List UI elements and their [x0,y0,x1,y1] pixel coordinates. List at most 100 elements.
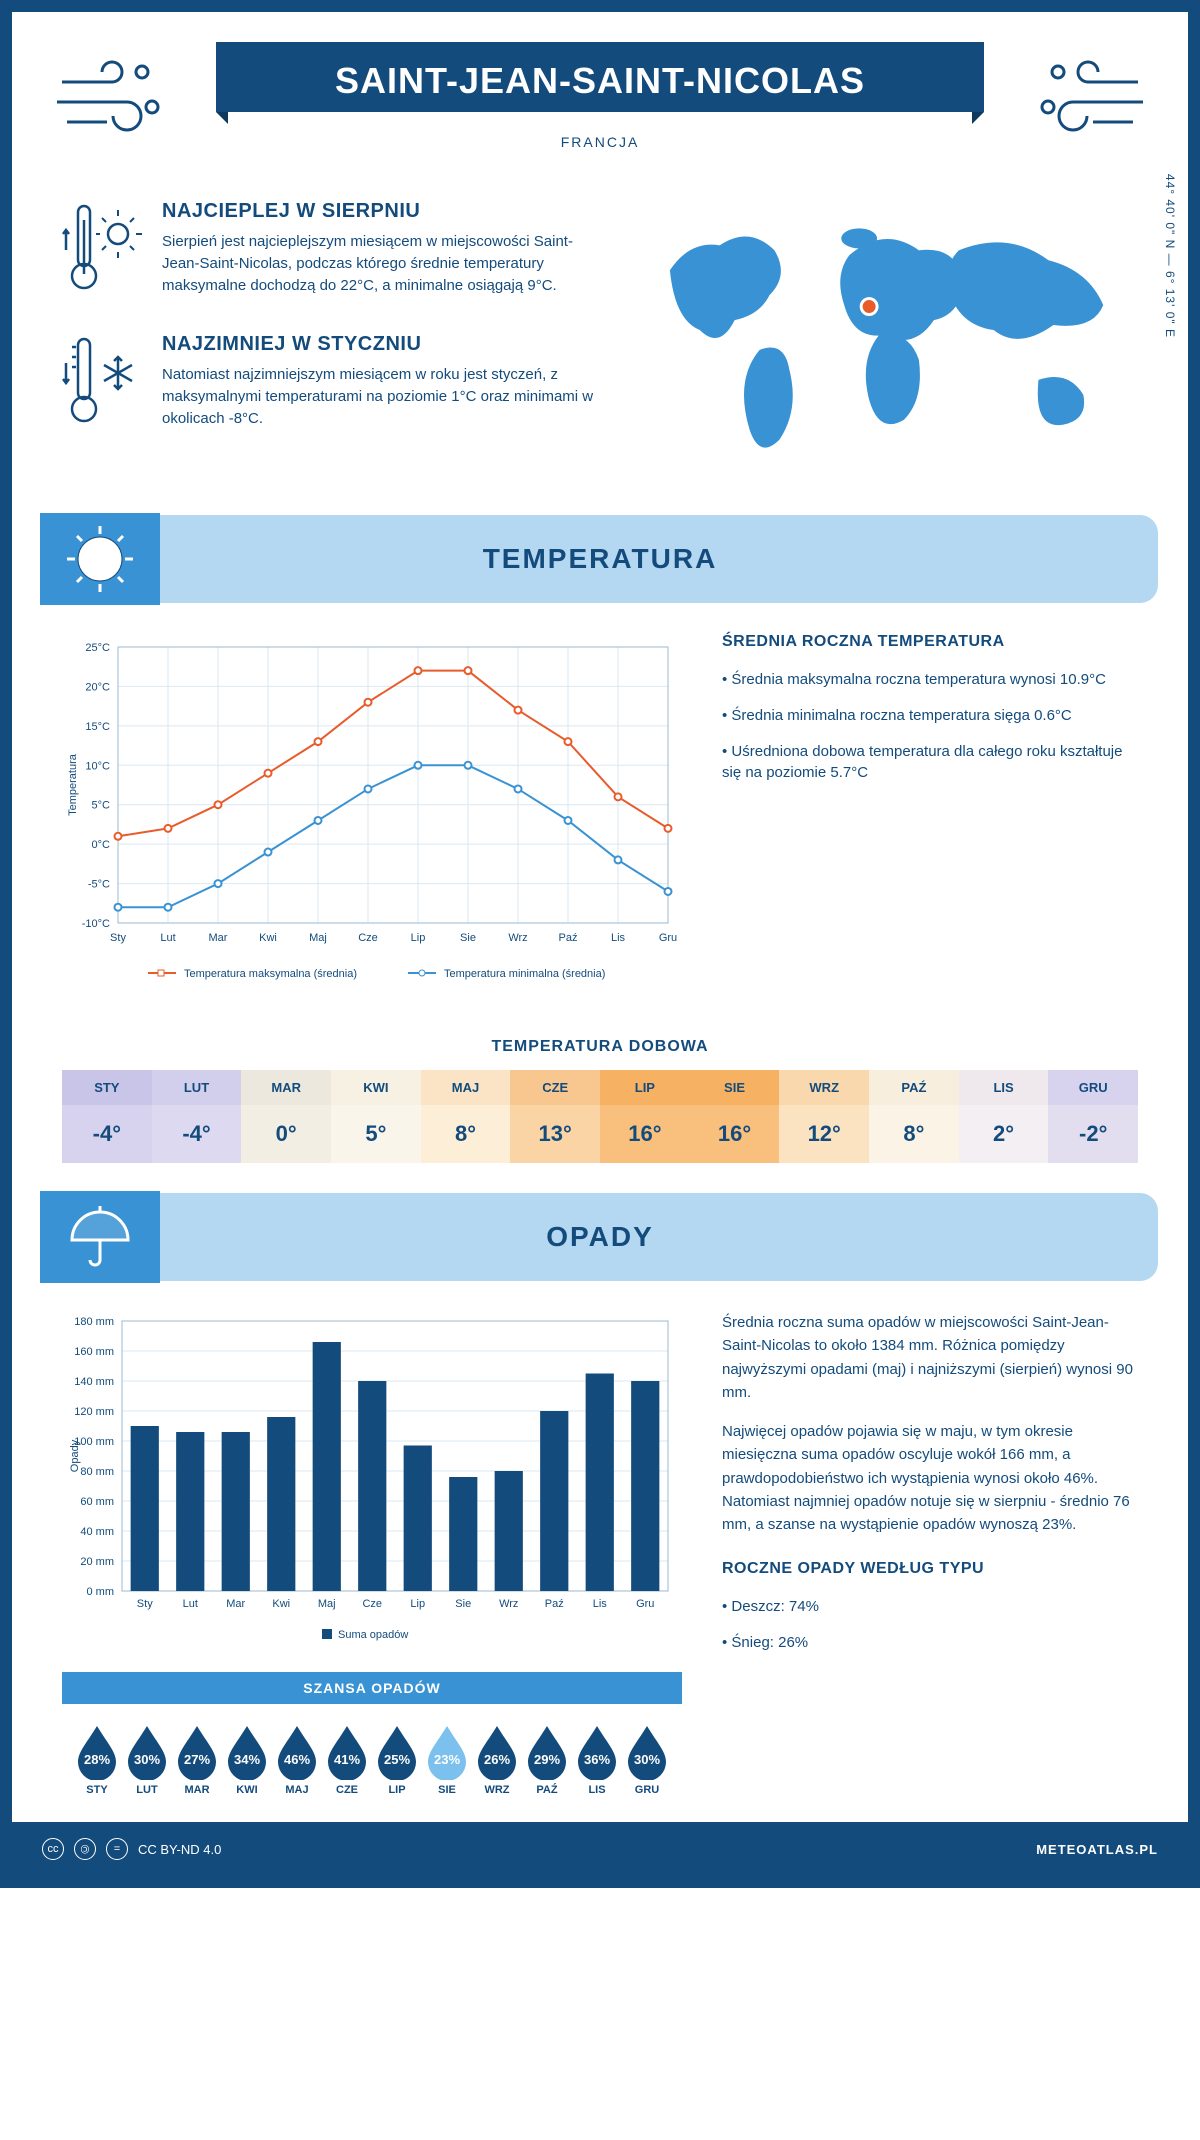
svg-text:41%: 41% [334,1752,360,1767]
svg-text:28%: 28% [84,1752,110,1767]
warmest-text: Sierpień jest najcieplejszym miesiącem w… [162,231,610,296]
svg-text:20 mm: 20 mm [80,1556,114,1568]
precipitation-text: Średnia roczna suma opadów w miejscowośc… [722,1311,1138,1802]
svg-text:26%: 26% [484,1752,510,1767]
svg-text:Lis: Lis [593,1598,608,1610]
header: SAINT-JEAN-SAINT-NICOLAS FRANCJA [12,12,1188,170]
temp-stat-item: Uśredniona dobowa temperatura dla całego… [722,741,1138,785]
precip-chance-drop: 27% MAR [172,1724,222,1796]
svg-text:Gru: Gru [659,932,677,944]
daily-temp-cell: MAR0° [241,1070,331,1163]
daily-temp-cell: WRZ12° [779,1070,869,1163]
precip-paragraph-2: Najwięcej opadów pojawia się w maju, w t… [722,1420,1138,1536]
precip-type-item: Deszcz: 74% [722,1596,1138,1618]
umbrella-icon [40,1191,160,1283]
svg-text:Temperatura: Temperatura [67,753,79,816]
svg-text:Sty: Sty [137,1598,153,1610]
site-name: METEOATLAS.PL [1036,1842,1158,1857]
by-icon: 🄯 [74,1838,96,1860]
precip-chance-drop: 28% STY [72,1724,122,1796]
daily-temp-cell: PAŹ8° [869,1070,959,1163]
wind-icon [1018,52,1148,147]
svg-text:Sty: Sty [110,932,126,944]
precip-type-item: Śnieg: 26% [722,1632,1138,1654]
temperature-title: TEMPERATURA [483,543,718,574]
coldest-title: NAJZIMNIEJ W STYCZNIU [162,333,610,356]
cc-icon: cc [42,1838,64,1860]
precip-chance-drop: 25% LIP [372,1724,422,1796]
svg-text:34%: 34% [234,1752,260,1767]
wind-icon [52,52,182,147]
precipitation-chart-row: 0 mm20 mm40 mm60 mm80 mm100 mm120 mm140 … [12,1281,1188,1822]
svg-text:Lut: Lut [160,932,175,944]
svg-text:-10°C: -10°C [82,918,110,930]
temperature-line-chart: -10°C-5°C0°C5°C10°C15°C20°C25°CStyLutMar… [62,633,682,998]
temp-stat-item: Średnia maksymalna roczna temperatura wy… [722,669,1138,691]
svg-text:40 mm: 40 mm [80,1526,114,1538]
svg-text:Temperatura maksymalna (średni: Temperatura maksymalna (średnia) [184,968,357,980]
precipitation-bar-chart: 0 mm20 mm40 mm60 mm80 mm100 mm120 mm140 … [62,1311,682,1656]
precip-chance-title: SZANSA OPADÓW [62,1672,682,1704]
svg-text:Maj: Maj [318,1598,336,1610]
daily-temp-cell: GRU-2° [1048,1070,1138,1163]
svg-text:-5°C: -5°C [88,879,110,891]
precip-paragraph-1: Średnia roczna suma opadów w miejscowośc… [722,1311,1138,1404]
nd-icon: = [106,1838,128,1860]
svg-text:Lut: Lut [183,1598,198,1610]
precip-chance-drop: 30% LUT [122,1724,172,1796]
svg-text:120 mm: 120 mm [74,1406,114,1418]
daily-temp-cell: CZE13° [510,1070,600,1163]
svg-text:Paź: Paź [559,932,578,944]
precip-chance-drop: 26% WRZ [472,1724,522,1796]
svg-text:Suma opadów: Suma opadów [338,1629,408,1641]
temp-stats-title: ŚREDNIA ROCZNA TEMPERATURA [722,633,1138,651]
svg-text:Gru: Gru [636,1598,654,1610]
svg-text:Temperatura minimalna (średnia: Temperatura minimalna (średnia) [444,968,605,980]
svg-text:Lis: Lis [611,932,626,944]
svg-text:80 mm: 80 mm [80,1466,114,1478]
svg-text:Mar: Mar [226,1598,245,1610]
svg-text:0 mm: 0 mm [87,1586,115,1598]
footer: cc 🄯 = CC BY-ND 4.0 METEOATLAS.PL [12,1822,1188,1876]
svg-text:30%: 30% [134,1752,160,1767]
svg-text:Cze: Cze [358,932,378,944]
svg-text:25°C: 25°C [85,642,110,654]
intro-row: NAJCIEPLEJ W SIERPNIU Sierpień jest najc… [12,170,1188,505]
svg-text:Maj: Maj [309,932,327,944]
page-title: SAINT-JEAN-SAINT-NICOLAS [216,60,983,102]
coldest-block: NAJZIMNIEJ W STYCZNIU Natomiast najzimni… [62,333,610,438]
precipitation-title: OPADY [546,1221,654,1252]
svg-text:160 mm: 160 mm [74,1346,114,1358]
daily-temp-cell: MAJ8° [421,1070,511,1163]
daily-temp-title: TEMPERATURA DOBOWA [12,1038,1188,1056]
svg-text:Kwi: Kwi [259,932,277,944]
license-text: CC BY-ND 4.0 [138,1842,221,1857]
svg-text:Cze: Cze [362,1598,382,1610]
sun-icon [40,513,160,605]
daily-temp-cell: STY-4° [62,1070,152,1163]
temperature-chart-row: -10°C-5°C0°C5°C10°C15°C20°C25°CStyLutMar… [12,603,1188,1018]
thermometer-sun-icon [62,200,142,305]
svg-text:Wrz: Wrz [508,932,527,944]
license-block: cc 🄯 = CC BY-ND 4.0 [42,1838,221,1860]
svg-text:Wrz: Wrz [499,1598,518,1610]
daily-temp-cell: LUT-4° [152,1070,242,1163]
svg-text:27%: 27% [184,1752,210,1767]
daily-temp-cell: KWI5° [331,1070,421,1163]
svg-text:23%: 23% [434,1752,460,1767]
svg-text:10°C: 10°C [85,760,110,772]
svg-text:46%: 46% [284,1752,310,1767]
precip-type-title: ROCZNE OPADY WEDŁUG TYPU [722,1560,1138,1578]
country-label: FRANCJA [52,134,1148,150]
temp-stat-item: Średnia minimalna roczna temperatura się… [722,705,1138,727]
svg-text:5°C: 5°C [92,800,111,812]
temperature-banner: TEMPERATURA [42,515,1158,603]
svg-text:140 mm: 140 mm [74,1376,114,1388]
svg-text:Mar: Mar [209,932,228,944]
daily-temp-cell: LIP16° [600,1070,690,1163]
daily-temp-cell: SIE16° [690,1070,780,1163]
precip-chance-drop: 46% MAJ [272,1724,322,1796]
svg-text:Sie: Sie [455,1598,471,1610]
svg-text:15°C: 15°C [85,721,110,733]
svg-text:Lip: Lip [410,1598,425,1610]
